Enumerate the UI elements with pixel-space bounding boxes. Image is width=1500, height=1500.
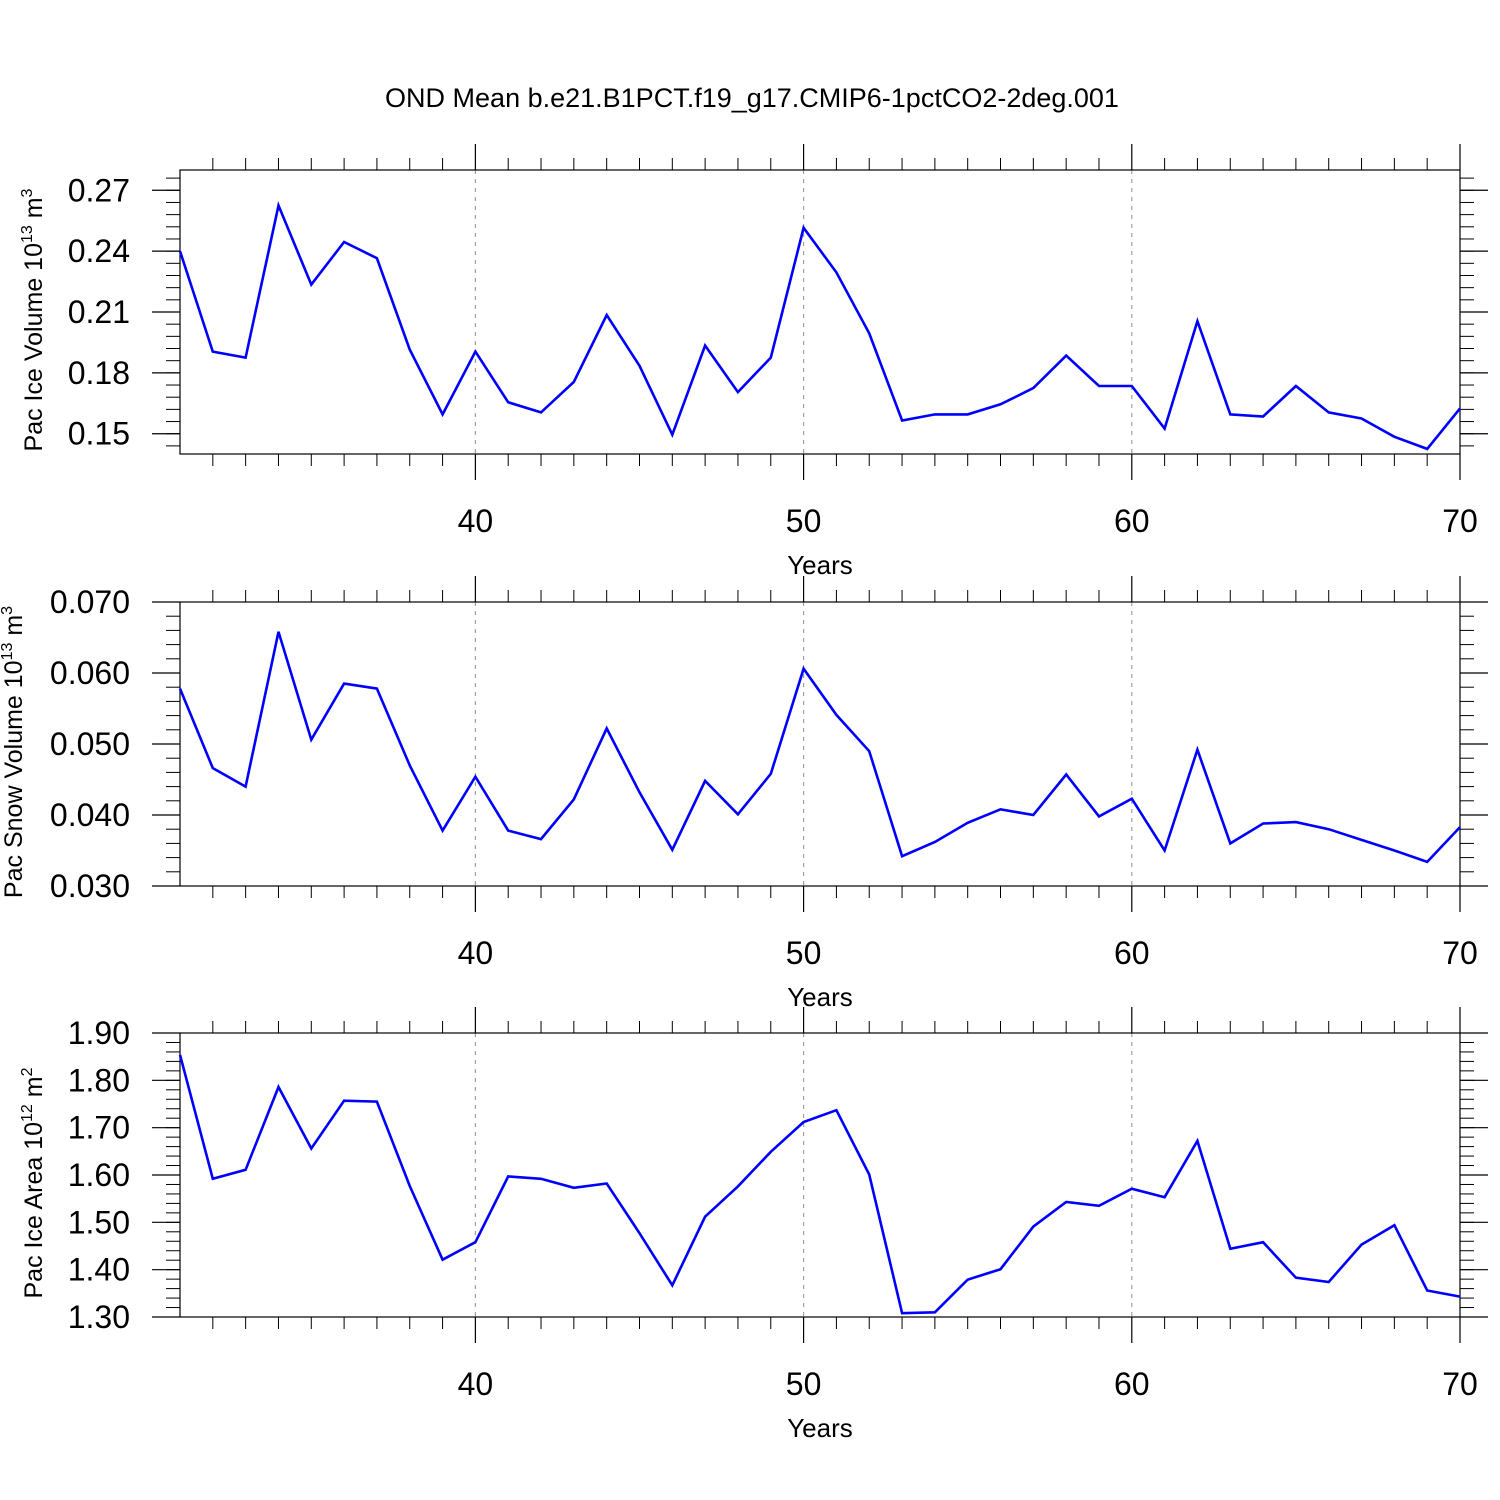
panel-1: 40 50 60 70 0.15 0.18 0.21 0.24 0.27 Years Pac Ice… (19, 144, 1488, 580)
y-axis-title-part: m (20, 1076, 48, 1104)
plot-frame (179, 1032, 1461, 1318)
x-tick-label: 50 (786, 503, 822, 539)
y-axis-title-part: m (0, 615, 28, 643)
y-axis-title-superscript: 3 (0, 606, 16, 615)
y-tick-label: 1.40 (68, 1252, 130, 1288)
y-tick-label: 0.21 (68, 294, 130, 330)
y-tick-label: 1.50 (68, 1204, 130, 1240)
x-axis-title: Years (787, 1413, 853, 1443)
y-axis-title: Pac Snow Volume 1013 m3 (0, 606, 28, 898)
y-tick-label: 1.70 (68, 1110, 130, 1146)
y-tick-label: 0.18 (68, 355, 130, 391)
x-tick-label: 70 (1442, 503, 1478, 539)
y-tick-label: 1.80 (68, 1062, 130, 1098)
x-tick-label: 60 (1114, 503, 1150, 539)
page-title: OND Mean b.e21.B1PCT.f19_g17.CMIP6-1pctC… (385, 83, 1119, 113)
x-axis-title: Years (787, 550, 853, 580)
x-tick-label: 50 (786, 935, 822, 971)
y-tick-label: 0.15 (68, 416, 130, 452)
y-axis-title-superscript: 13 (19, 225, 36, 243)
y-axis-title-superscript: 12 (19, 1104, 36, 1122)
y-axis-title: Pac Ice Volume 1013 m3 (19, 188, 48, 451)
y-axis-title-part: Pac Ice Volume 10 (20, 243, 48, 451)
series-line-1 (178, 631, 1461, 864)
y-tick-label: 0.27 (68, 172, 130, 208)
y-tick-label: 1.60 (68, 1157, 130, 1193)
y-axis-title: Pac Ice Area 1012 m2 (19, 1067, 48, 1298)
y-tick-label: 0.24 (68, 233, 130, 269)
panel-2: 40 50 60 70 0.030 0.040 0.050 0.060 0.070 Years Pa… (0, 576, 1488, 1012)
y-axis-title-superscript: 13 (0, 643, 16, 661)
panel-3: 40 50 60 70 1.30 1.40 1.50 1.60 1.70 1.80 1.90 Year… (19, 1007, 1488, 1443)
y-tick-label: 0.070 (50, 584, 130, 620)
y-tick-label: 0.050 (50, 726, 130, 762)
y-tick-label: 0.040 (50, 797, 130, 833)
series-line-1 (178, 1054, 1461, 1315)
x-tick-label: 70 (1442, 1366, 1478, 1402)
y-tick-label: 0.030 (50, 868, 130, 904)
x-tick-label: 50 (786, 1366, 822, 1402)
x-tick-label: 40 (458, 1366, 494, 1402)
plot-frame (179, 601, 1461, 887)
y-axis-title-superscript: 3 (19, 188, 36, 197)
y-axis-title-part: Pac Snow Volume 10 (0, 660, 28, 898)
x-axis-title: Years (787, 982, 853, 1012)
y-axis-title-part: m (20, 197, 48, 225)
y-tick-label: 1.30 (68, 1299, 130, 1335)
series-line-1 (178, 201, 1462, 451)
y-axis-title-superscript: 2 (19, 1067, 36, 1076)
x-tick-label: 70 (1442, 935, 1478, 971)
y-axis-title-part: Pac Ice Area 10 (20, 1122, 48, 1299)
x-tick-label: 40 (458, 503, 494, 539)
y-tick-label: 1.90 (68, 1015, 130, 1051)
x-tick-label: 60 (1114, 935, 1150, 971)
x-tick-label: 40 (458, 935, 494, 971)
x-tick-label: 60 (1114, 1366, 1150, 1402)
y-tick-label: 0.060 (50, 655, 130, 691)
